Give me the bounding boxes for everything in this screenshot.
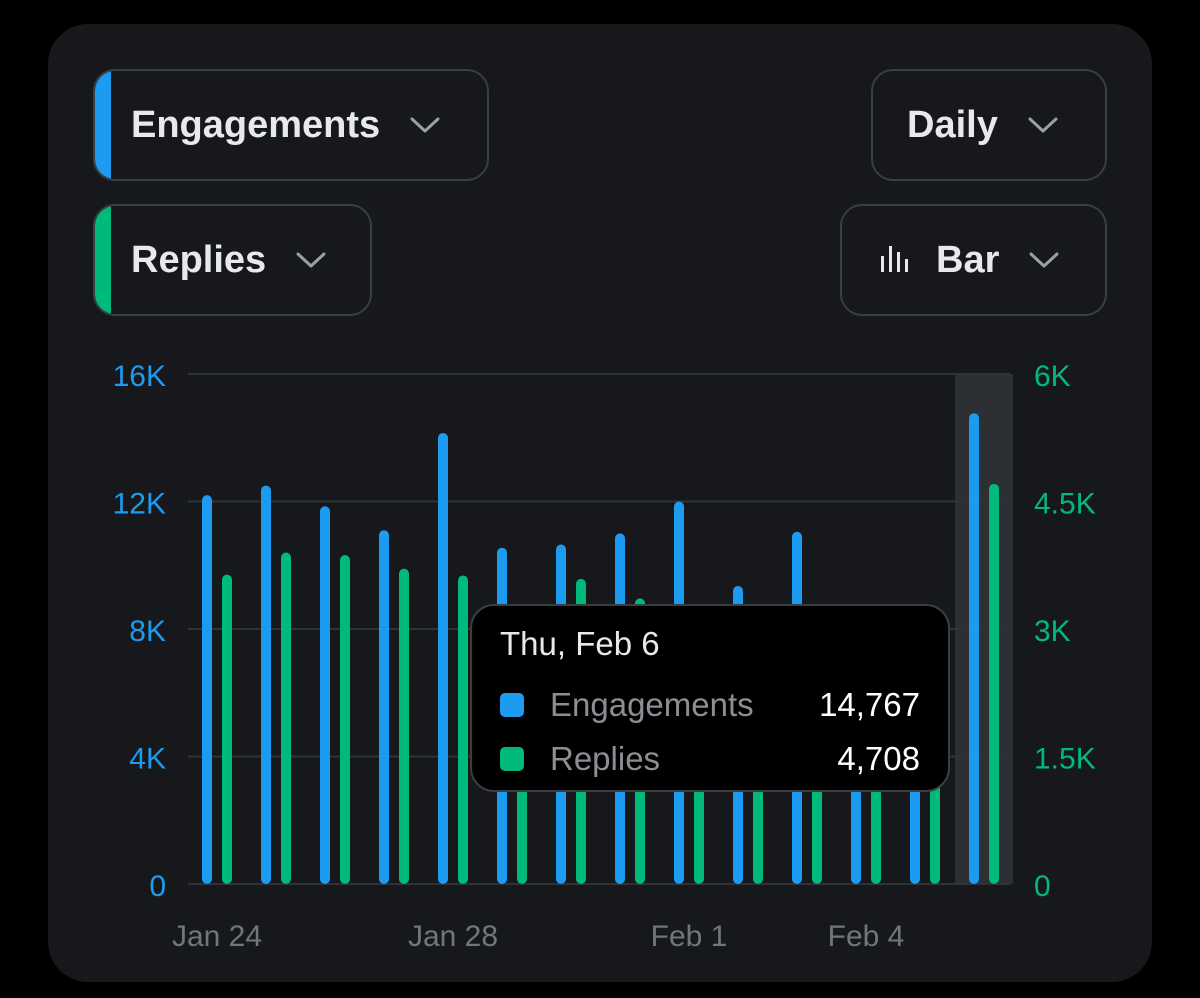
- y-right-tick-label: 6K: [1034, 360, 1071, 393]
- bar-engagements-jan-28[interactable]: [438, 432, 448, 884]
- x-tick-label: Feb 4: [828, 920, 905, 953]
- analytics-card: Engagements Replies Daily Bar: [48, 24, 1152, 982]
- bar-replies-jan-26[interactable]: [340, 555, 350, 884]
- interval-dropdown[interactable]: Daily: [871, 69, 1107, 181]
- y-right-tick-label: 4.5K: [1034, 488, 1096, 521]
- x-tick-label: Feb 1: [651, 920, 728, 953]
- bar-engagements-jan-24[interactable]: [202, 495, 212, 884]
- y-left-tick-label: 4K: [129, 743, 166, 776]
- chevron-down-icon: [410, 116, 440, 134]
- tooltip-series-value: 14,767: [819, 686, 920, 723]
- bar-engagements-jan-27[interactable]: [379, 530, 389, 884]
- engagements-swatch: [500, 693, 524, 717]
- bar-engagements-jan-26[interactable]: [320, 506, 330, 884]
- bar-replies-jan-28[interactable]: [458, 575, 468, 884]
- tooltip-series-name: Engagements: [550, 686, 754, 723]
- y-left-tick-label: 12K: [113, 488, 166, 521]
- bar-chart-icon: [880, 239, 910, 282]
- tooltip-series-value: 4,708: [837, 740, 920, 777]
- chevron-down-icon: [1028, 116, 1058, 134]
- bar-replies-jan-27[interactable]: [399, 568, 409, 884]
- tooltip-series-name: Replies: [550, 740, 661, 777]
- metric-primary-label: Engagements: [131, 103, 381, 146]
- chevron-down-icon: [296, 251, 326, 269]
- metric-secondary-color-accent: [95, 206, 111, 314]
- interval-label: Daily: [907, 103, 998, 146]
- y-right-tick-label: 1.5K: [1034, 743, 1096, 776]
- chevron-down-icon: [1029, 251, 1059, 269]
- tooltip-row-engagements: Engagements 14,767: [500, 678, 920, 732]
- metric-secondary-dropdown[interactable]: Replies: [93, 204, 372, 316]
- chart-tooltip: Thu, Feb 6 Engagements 14,767 Replies 4,…: [470, 604, 950, 792]
- y-right-tick-label: 3K: [1034, 615, 1071, 648]
- tooltip-row-replies: Replies 4,708: [500, 732, 920, 786]
- metric-secondary-label: Replies: [131, 238, 267, 281]
- bar-replies-jan-25[interactable]: [281, 552, 291, 885]
- metric-primary-color-accent: [95, 71, 111, 179]
- metric-primary-dropdown[interactable]: Engagements: [93, 69, 489, 181]
- bar-replies-jan-24[interactable]: [222, 574, 232, 884]
- y-left-tick-label: 0: [149, 870, 166, 903]
- bar-replies-feb-6[interactable]: [989, 483, 999, 884]
- chart-type-dropdown[interactable]: Bar: [840, 204, 1107, 316]
- x-tick-label: Jan 24: [172, 920, 262, 953]
- bar-engagements-feb-6[interactable]: [969, 413, 979, 884]
- y-left-tick-label: 16K: [113, 360, 166, 393]
- y-left-tick-label: 8K: [129, 615, 166, 648]
- x-tick-label: Jan 28: [408, 920, 498, 953]
- replies-swatch: [500, 747, 524, 771]
- chart-type-label: Bar: [936, 238, 1000, 281]
- y-right-tick-label: 0: [1034, 870, 1051, 903]
- bar-chart[interactable]: 0 4K 8K 12K 16K 0 1.5K 3K 4.5K 6K Jan 24 Jan 28 Fe…: [48, 24, 1152, 982]
- bar-engagements-jan-25[interactable]: [261, 485, 271, 884]
- tooltip-date: Thu, Feb 6: [500, 625, 660, 662]
